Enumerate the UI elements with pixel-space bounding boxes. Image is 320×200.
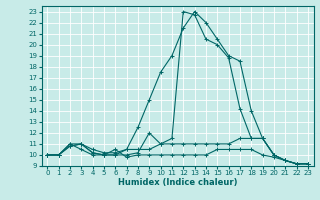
X-axis label: Humidex (Indice chaleur): Humidex (Indice chaleur)	[118, 178, 237, 187]
